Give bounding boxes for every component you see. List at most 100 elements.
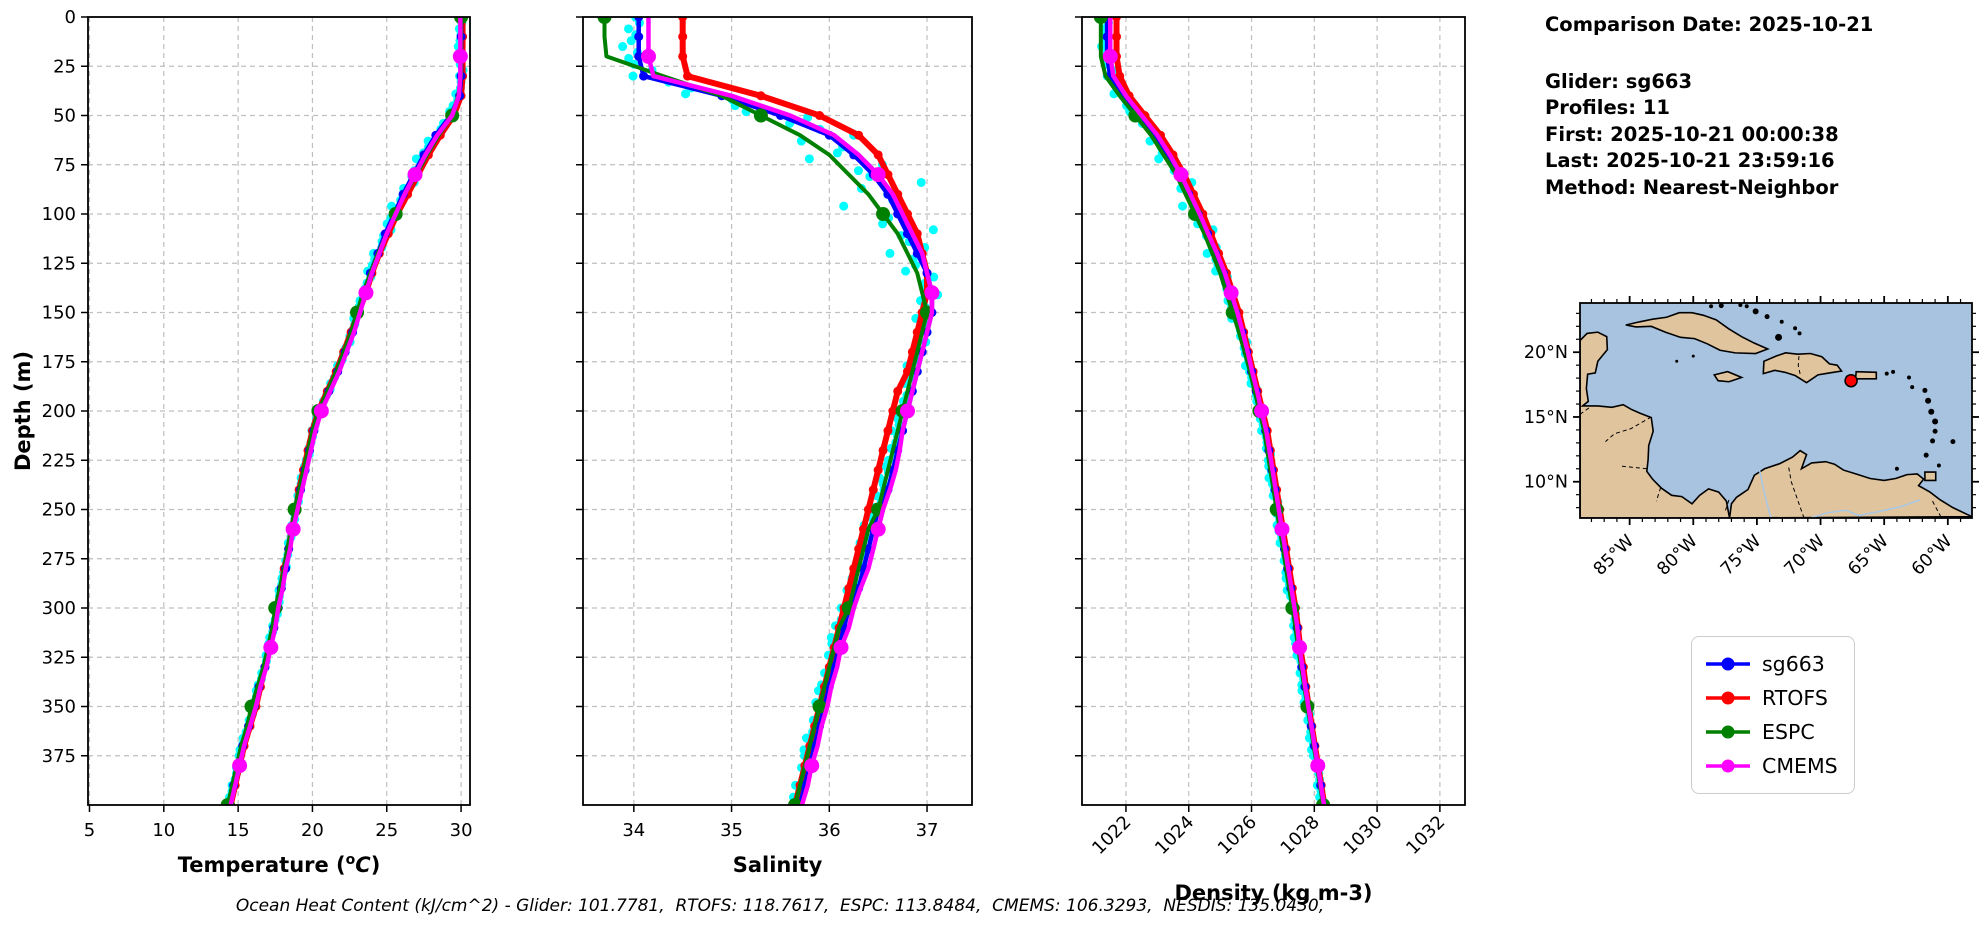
series-marker-RTOFS	[873, 465, 883, 475]
series-marker-RTOFS	[844, 583, 854, 593]
series-marker-CMEMS	[1254, 403, 1270, 419]
map-island	[1930, 438, 1936, 444]
series-CMEMS	[1102, 17, 1327, 805]
series-marker-RTOFS	[902, 367, 912, 377]
scatter-point	[681, 89, 691, 99]
series-marker-RTOFS	[868, 485, 878, 495]
series-marker-CMEMS	[899, 403, 915, 419]
scatter-point	[804, 154, 814, 164]
series-marker-RTOFS	[756, 91, 766, 101]
legend-sample-RTOFS	[1706, 691, 1750, 705]
series-marker-CMEMS	[804, 758, 820, 774]
y-tick-label: 100	[42, 204, 76, 225]
series-marker-CMEMS	[1292, 639, 1308, 655]
scatter-point	[1154, 154, 1164, 164]
map-island	[1793, 326, 1798, 331]
map-island	[1932, 428, 1938, 434]
scatter-point	[618, 42, 628, 52]
scatter-point	[878, 219, 888, 229]
series-marker-RTOFS	[883, 426, 893, 436]
map-island	[1925, 397, 1932, 404]
series-marker-CMEMS	[1274, 521, 1290, 537]
y-tick-label: 50	[53, 106, 76, 127]
series-line-RTOFS	[227, 17, 466, 805]
scatter-point	[1178, 201, 1188, 211]
map-river	[1858, 499, 1921, 517]
y-tick-label: 250	[42, 500, 76, 521]
map-island	[1907, 375, 1911, 380]
x-tick-label: 20	[301, 820, 324, 841]
legend-item-sg663: sg663	[1704, 647, 1838, 681]
series-marker-CMEMS	[1102, 48, 1118, 64]
map-island	[1797, 331, 1802, 336]
series-marker-CMEMS	[924, 285, 940, 301]
series-marker-CMEMS	[833, 639, 849, 655]
map-lon-label: 70°W	[1781, 531, 1829, 579]
y-tick-label: 225	[42, 450, 76, 471]
series-marker-RTOFS	[873, 150, 883, 160]
series-marker-CMEMS	[640, 48, 656, 64]
series-marker-CMEMS	[1223, 285, 1239, 301]
series-marker-ESPC	[597, 17, 612, 24]
series-marker-ESPC	[812, 699, 827, 714]
y-tick-label: 300	[42, 598, 76, 619]
series-marker-CMEMS	[870, 167, 886, 183]
map-island	[1691, 354, 1695, 358]
series-marker-RTOFS	[1112, 32, 1122, 42]
map-island	[1775, 333, 1783, 341]
series-marker-sg663	[634, 51, 644, 61]
series-RTOFS	[678, 17, 932, 805]
y-tick-label: 350	[42, 697, 76, 718]
x-tick-label: 1030	[1339, 812, 1386, 859]
series-marker-CMEMS	[232, 758, 248, 774]
map-lon-label: 80°W	[1653, 531, 1701, 579]
y-tick-label: 375	[42, 746, 76, 767]
series-marker-RTOFS	[893, 386, 903, 396]
map-island	[1738, 303, 1743, 307]
map-island	[1709, 304, 1714, 309]
series-marker-RTOFS	[854, 130, 864, 140]
panel-salinity: 34 35 36 37 Salinity	[576, 16, 973, 877]
map-island	[1928, 408, 1935, 415]
y-tick-label: 150	[42, 303, 76, 324]
series-marker-RTOFS	[888, 406, 898, 416]
x-tick-label: 1032	[1402, 812, 1449, 859]
map-lon-label: 60°W	[1908, 531, 1956, 579]
map-lon-label: 65°W	[1844, 531, 1892, 579]
legend-marker	[1721, 657, 1735, 671]
first-timestamp: First: 2025-10-21 00:00:38	[1545, 122, 1839, 146]
x-tick-label: 5	[84, 820, 95, 841]
map-border	[1724, 499, 1730, 512]
y-tick-label: 75	[53, 155, 76, 176]
map-landmass	[1762, 352, 1843, 384]
scatter-point	[839, 201, 849, 211]
glider-name: Glider: sg663	[1545, 69, 1693, 93]
scatter-point	[626, 36, 636, 46]
x-tick-label: 1028	[1277, 812, 1324, 859]
map-lat-label: 15°N	[1524, 408, 1568, 428]
glider-position-marker	[1844, 373, 1858, 388]
series-marker-RTOFS	[878, 445, 888, 455]
legend-sample-sg663	[1706, 657, 1750, 671]
series-marker-RTOFS	[678, 51, 688, 61]
y-tick-label: 325	[42, 647, 76, 668]
series-marker-ESPC	[753, 108, 768, 123]
scatter-point	[624, 24, 634, 34]
x-tick-label: 25	[375, 820, 398, 841]
series-marker-RTOFS	[912, 327, 922, 337]
glider-raw-points	[1097, 17, 1326, 802]
series-marker-RTOFS	[1112, 17, 1122, 22]
map-island	[1779, 319, 1784, 324]
map-landmass	[1580, 331, 1731, 518]
y-tick-label: 175	[42, 352, 76, 373]
x-axis-label-temperature: Temperature (oC)	[178, 852, 381, 877]
series-marker-RTOFS	[683, 71, 693, 81]
map-lat-label: 10°N	[1524, 473, 1568, 493]
scatter-point	[929, 272, 939, 282]
x-tick-label: 36	[818, 820, 841, 841]
y-axis-label: Depth (m)	[11, 351, 35, 471]
x-axis-label-density: Density (kg m-3)	[1174, 881, 1372, 905]
series-marker-sg663	[634, 17, 644, 22]
x-tick-label: 1022	[1088, 812, 1135, 859]
